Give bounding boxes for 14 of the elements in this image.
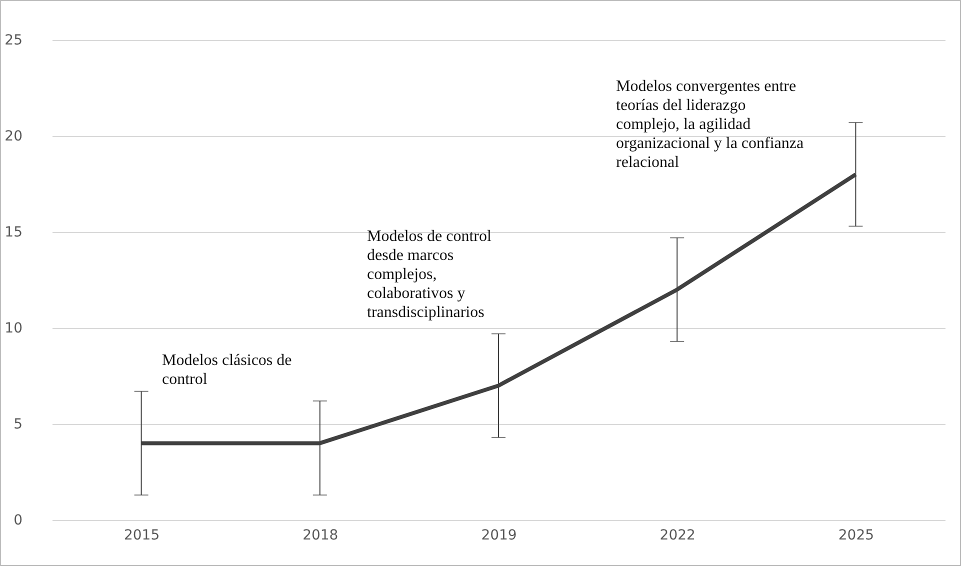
- x-tick-label: 2019: [481, 528, 517, 544]
- y-tick-label: 10: [4, 320, 22, 336]
- y-tick-label: 0: [14, 512, 22, 528]
- x-tick-label: 2022: [660, 528, 696, 544]
- x-tick-label: 2018: [302, 528, 338, 544]
- x-tick-label: 2025: [838, 528, 874, 544]
- annotation: Modelos convergentes entre teorías del liderazgo complejo, la agilidad organizacional y la confianza relacional: [616, 78, 804, 171]
- x-tick-label: 2015: [124, 528, 160, 544]
- annotation: Modelos clásicos de control: [162, 352, 292, 388]
- annotation: Modelos de control desde marcos complejos, colaborativos y transdisciplinarios: [367, 228, 492, 321]
- y-tick-label: 5: [14, 416, 22, 432]
- y-tick-label: 25: [4, 32, 22, 48]
- y-tick-label: 20: [4, 128, 22, 144]
- y-tick-label: 15: [4, 224, 22, 240]
